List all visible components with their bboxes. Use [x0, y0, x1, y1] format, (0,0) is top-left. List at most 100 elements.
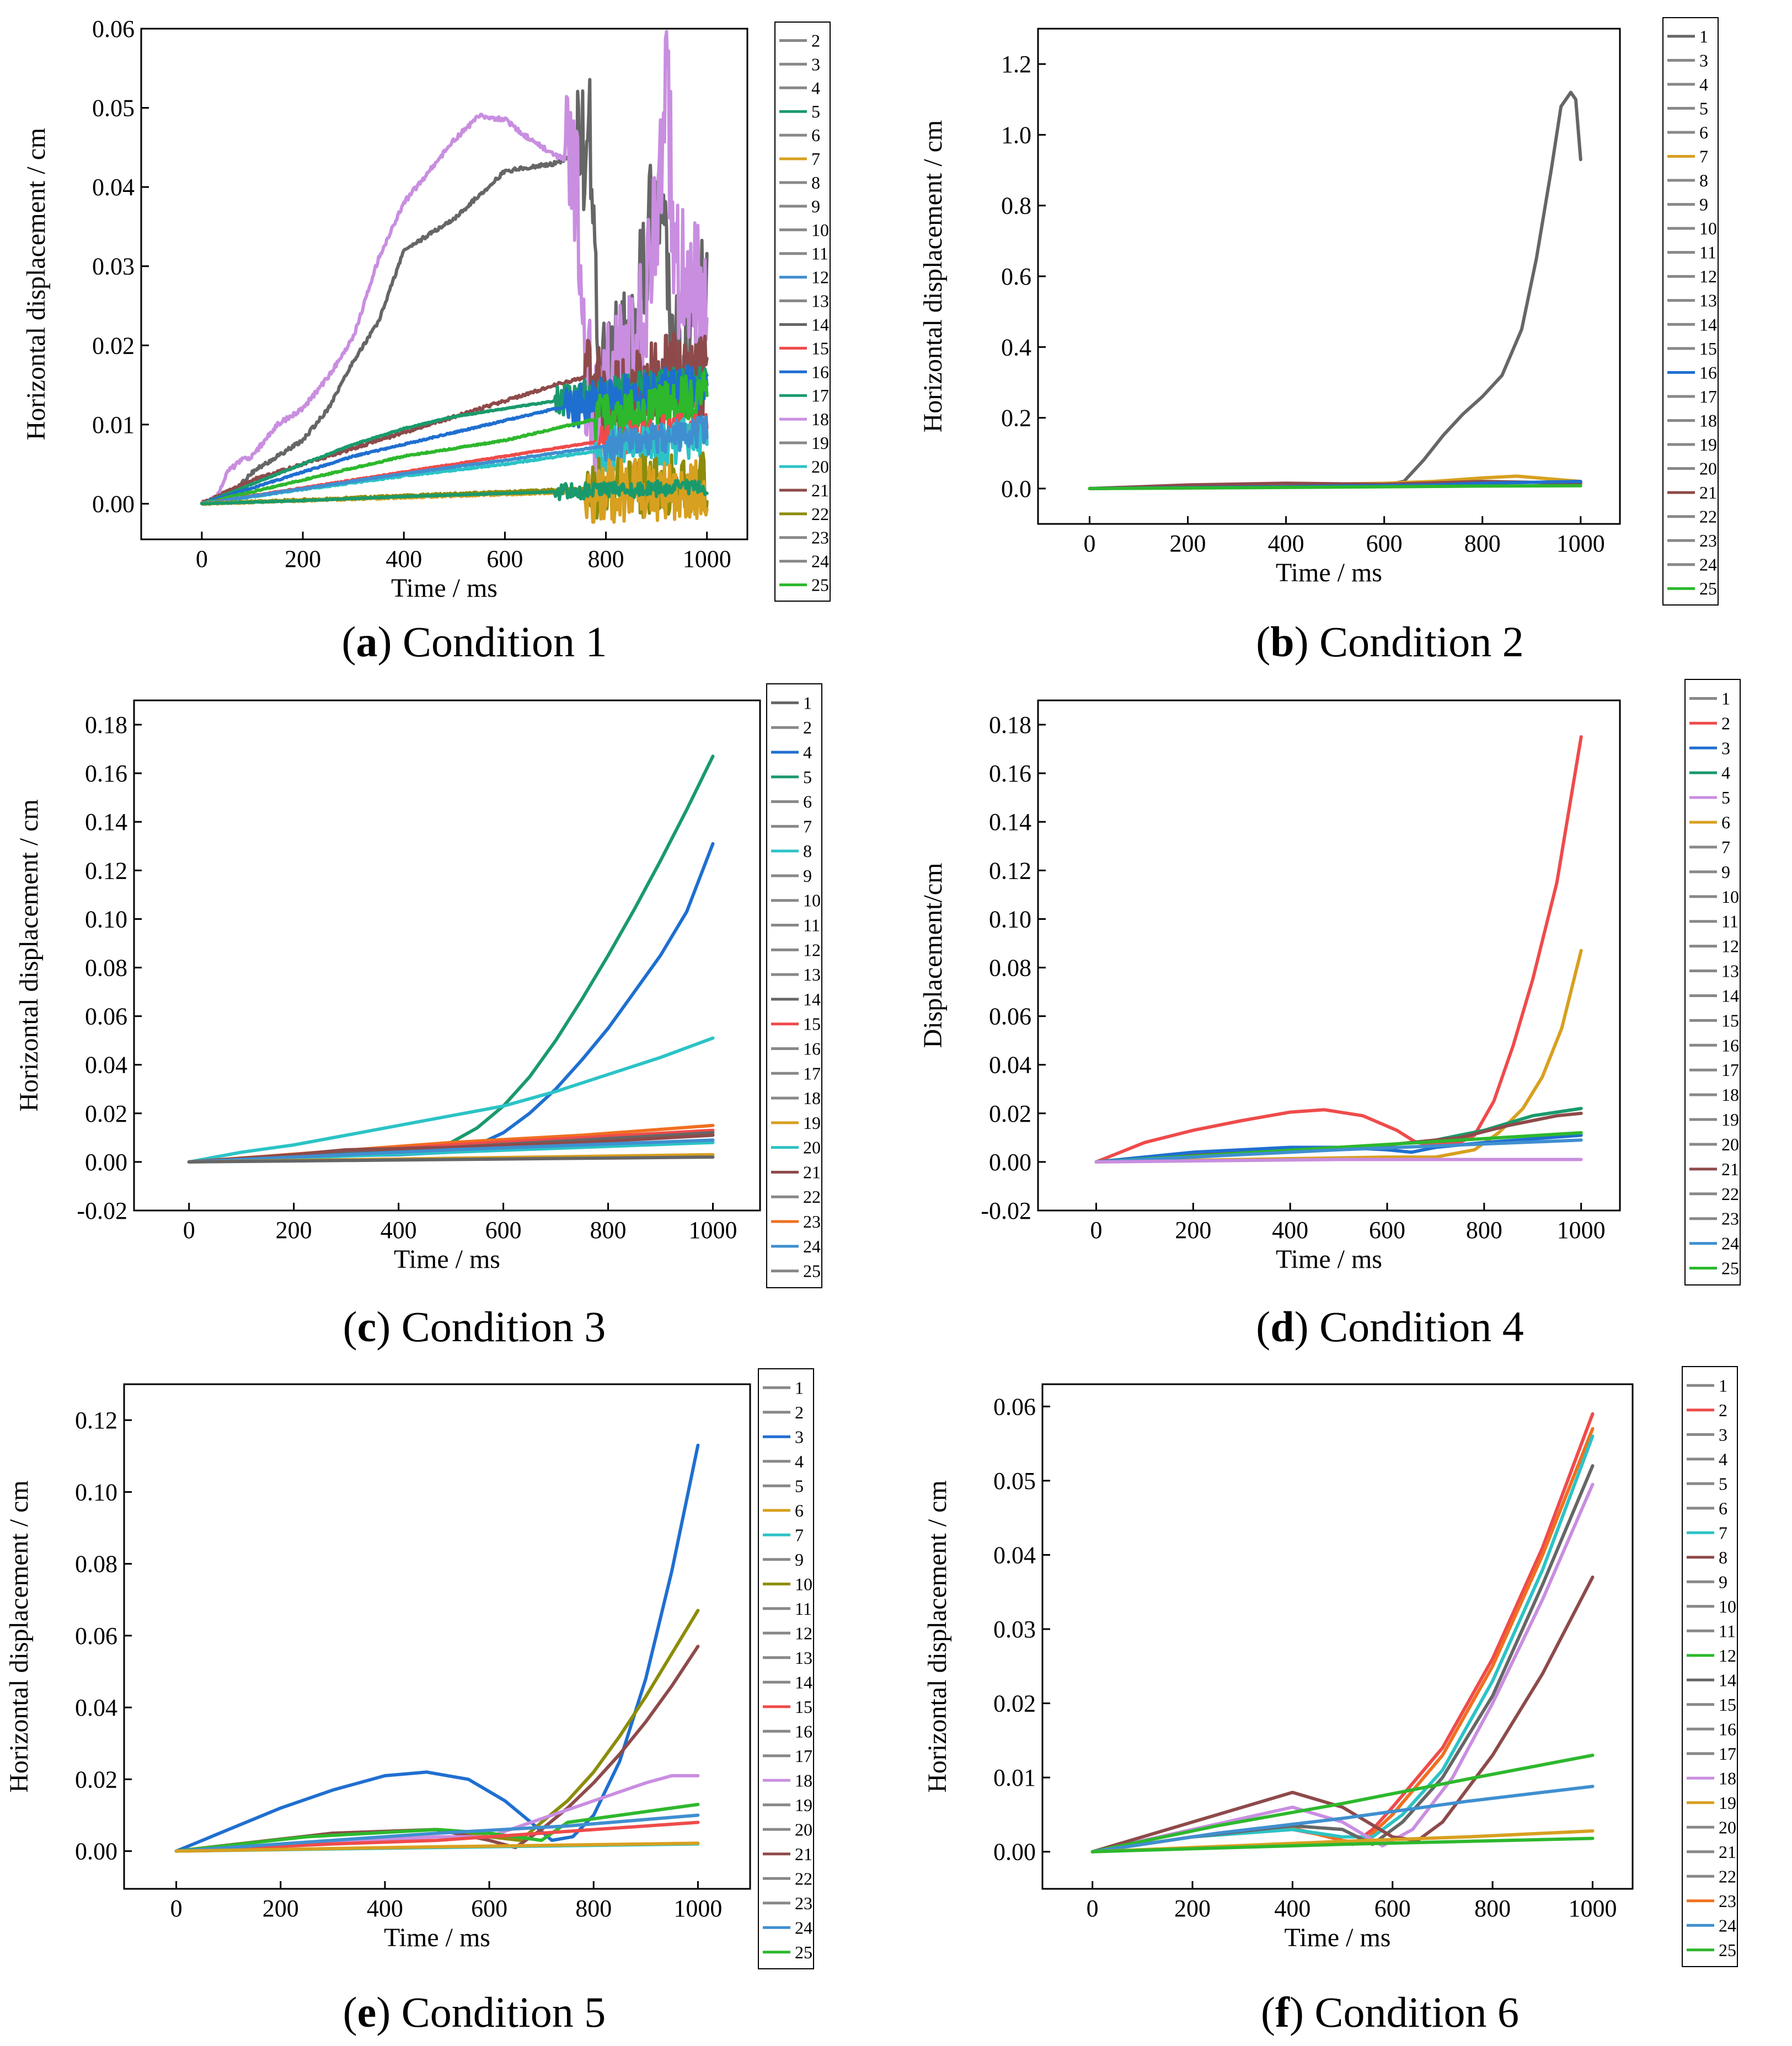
x-tick-label: 0	[196, 545, 208, 572]
series-line-12	[200, 415, 709, 506]
x-tick-label: 200	[1170, 530, 1206, 557]
legend-label: 8	[1699, 170, 1708, 190]
x-tick-label: 400	[367, 1895, 403, 1922]
legend-label: 21	[1721, 1159, 1739, 1179]
series-group	[1094, 735, 1583, 1164]
caption-letter: c	[357, 1303, 377, 1351]
legend-label: 1	[795, 1378, 804, 1397]
x-tick-label: 1000	[1568, 1895, 1617, 1922]
legend-label: 8	[803, 841, 812, 861]
caption-paren-open: (	[1261, 1988, 1275, 2036]
x-tick-label: 1000	[683, 545, 731, 572]
legend-label: 7	[811, 149, 820, 169]
y-tick-label: 0.05	[993, 1467, 1036, 1495]
y-tick-label: 0.02	[989, 1100, 1031, 1127]
y-tick-label: 0.14	[85, 808, 127, 835]
series-line-1	[187, 1155, 715, 1164]
series-line-21	[187, 1133, 715, 1164]
legend-label: 19	[811, 433, 829, 453]
x-tick-label: 1000	[1556, 530, 1605, 557]
x-tick-label: 0	[1083, 530, 1095, 557]
legend-label: 7	[1719, 1523, 1727, 1542]
legend-label: 19	[1721, 1110, 1739, 1129]
legend-label: 3	[795, 1427, 804, 1447]
legend-label: 4	[1721, 763, 1730, 783]
chart-panel-b: 0 200 400 600 800 1000 0.0 0.2 0.4 0.6 0.8 1.0 1.2 Ti…	[918, 17, 1719, 666]
series-line-25	[174, 1803, 700, 1853]
legend-label: 19	[795, 1795, 812, 1815]
chart-panel-a: 0 200 400 600 800 1000 0.00 0.01 0.02 0.03 0.04 0.0…	[22, 15, 831, 666]
legend-label: 10	[1721, 887, 1739, 907]
legend-label: 20	[1721, 1134, 1739, 1154]
legend-label: 17	[795, 1746, 812, 1766]
y-tick-label: -0.02	[77, 1197, 127, 1224]
legend-label: 13	[795, 1648, 812, 1668]
series-group	[187, 754, 715, 1164]
caption-letter: e	[357, 1988, 377, 2036]
x-tick-label: 0	[183, 1217, 195, 1244]
legend-label: 17	[803, 1063, 821, 1083]
legend-label: 15	[811, 338, 829, 358]
legend-label: 14	[803, 989, 821, 1009]
y-tick-label: 0.00	[989, 1149, 1031, 1176]
legend-label: 6	[811, 125, 820, 145]
series-line-24	[174, 1813, 700, 1853]
chart-panel-e: 0 200 400 600 800 1000 0.00 0.02 0.04 0.06 0.08 0.1…	[4, 1368, 814, 2036]
legend-label: 15	[803, 1014, 821, 1034]
legend-box	[1684, 679, 1741, 1286]
y-tick-label: 0.2	[1001, 405, 1031, 432]
legend-label: 22	[1719, 1866, 1736, 1886]
y-axis-label: Displacement/cm	[918, 863, 948, 1048]
x-tick-label: 600	[1366, 530, 1403, 557]
legend-label: 4	[1719, 1449, 1727, 1469]
caption-text: Condition 2	[1319, 618, 1524, 666]
legend-label: 14	[1699, 314, 1717, 334]
panel-caption: (f) Condition 6	[1261, 1988, 1519, 2036]
legend-label: 14	[1719, 1670, 1736, 1690]
x-tick-label: 1000	[673, 1895, 722, 1922]
legend-label: 18	[803, 1088, 821, 1108]
caption-text: Condition 5	[402, 1988, 606, 2036]
legend-label: 1	[1721, 688, 1730, 708]
panel-caption: (b) Condition 2	[1256, 618, 1523, 666]
series-line-3	[174, 1443, 700, 1853]
legend-label: 5	[1719, 1474, 1727, 1493]
legend-label: 24	[1719, 1915, 1736, 1935]
legend-label: 19	[1699, 435, 1717, 454]
x-tick-label: 200	[276, 1217, 312, 1244]
y-tick-label: 0.12	[85, 857, 127, 884]
x-tick-label: 800	[588, 545, 624, 572]
y-tick-label: 0.04	[85, 1052, 127, 1079]
legend-label: 21	[795, 1844, 812, 1864]
legend-label: 25	[1699, 579, 1717, 598]
y-tick-label: 1.2	[1001, 51, 1031, 78]
y-tick-label: 0.10	[85, 906, 127, 933]
series-group	[174, 1443, 700, 1853]
x-tick-label: 600	[485, 1217, 522, 1244]
x-tick-label: 400	[381, 1217, 417, 1244]
x-axis-label: Time / ms	[1285, 1923, 1391, 1952]
series-line-8	[187, 1036, 715, 1164]
legend-label: 23	[1719, 1891, 1736, 1911]
legend-label: 18	[1721, 1085, 1739, 1105]
y-tick-label: 0.04	[75, 1694, 117, 1721]
legend-label: 9	[803, 866, 812, 886]
legend-label: 23	[811, 528, 829, 548]
caption-text: Condition 3	[402, 1303, 606, 1351]
series-line-5	[200, 479, 709, 506]
caption-paren-close: )	[376, 1303, 401, 1351]
x-tick-label: 800	[1464, 530, 1501, 557]
legend-label: 4	[811, 78, 820, 98]
legend-label: 16	[795, 1721, 812, 1741]
legend-label: 16	[811, 362, 829, 382]
legend-label: 1	[803, 693, 812, 713]
legend-label: 6	[1721, 812, 1730, 832]
y-tick-label: 0.16	[989, 760, 1031, 787]
x-tick-label: 200	[1175, 1217, 1211, 1244]
legend-label: 19	[803, 1113, 821, 1133]
legend-label: 13	[1699, 291, 1717, 310]
series-group	[1090, 1412, 1595, 1854]
